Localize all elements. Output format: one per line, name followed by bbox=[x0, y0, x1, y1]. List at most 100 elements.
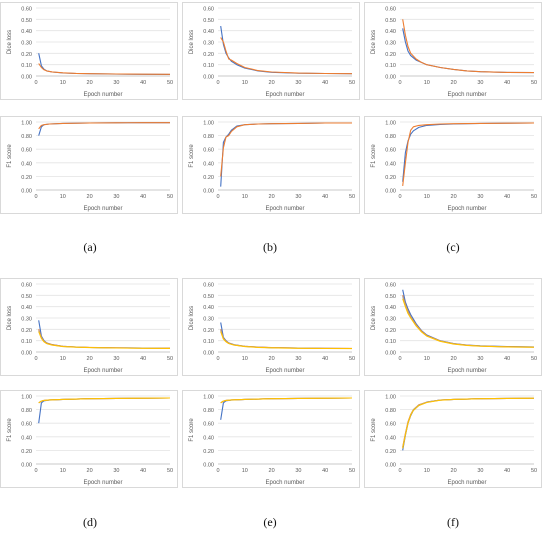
y-tick-label: 0.60 bbox=[21, 148, 32, 154]
y-tick-label: 0.20 bbox=[203, 52, 214, 58]
y-axis-label: F1 score bbox=[371, 418, 377, 442]
chart-e-dice-loss: 0.00 0.10 0.20 0.30 0.40 0.50 0.60 0 10 20 30 40 50 E… bbox=[182, 278, 360, 376]
x-axis-label: Epoch number bbox=[447, 92, 486, 98]
x-tick-label: 50 bbox=[349, 80, 355, 86]
x-tick-label: 20 bbox=[87, 356, 93, 362]
x-axis-label: Epoch number bbox=[83, 206, 122, 212]
y-tick-label: 0.60 bbox=[203, 422, 214, 428]
plot-svg: 0.00 0.20 0.40 0.60 0.80 1.00 0 10 20 30 40 50 Epoch… bbox=[0, 390, 178, 488]
y-tick-label: 0.60 bbox=[203, 283, 214, 289]
x-tick-label: 50 bbox=[531, 356, 537, 362]
x-axis-label: Epoch number bbox=[83, 368, 122, 374]
y-tick-label: 0.30 bbox=[385, 41, 396, 47]
x-tick-label: 0 bbox=[398, 468, 401, 474]
y-tick-label: 0.30 bbox=[21, 317, 32, 323]
x-tick-label: 30 bbox=[477, 468, 483, 474]
x-tick-label: 30 bbox=[477, 80, 483, 86]
series-line-2 bbox=[402, 122, 535, 186]
x-tick-label: 50 bbox=[167, 468, 173, 474]
x-tick-label: 30 bbox=[295, 80, 301, 86]
x-tick-label: 40 bbox=[504, 194, 510, 200]
x-tick-label: 20 bbox=[451, 468, 457, 474]
x-tick-label: 0 bbox=[34, 80, 37, 86]
y-tick-label: 0.20 bbox=[21, 328, 32, 334]
series-line-2 bbox=[220, 122, 352, 177]
y-tick-label: 0.20 bbox=[385, 328, 396, 334]
chart-frame bbox=[182, 2, 360, 100]
y-tick-label: 0.30 bbox=[21, 41, 32, 47]
y-tick-label: 0.60 bbox=[203, 7, 214, 13]
x-axis-label: Epoch number bbox=[265, 92, 304, 98]
chart-f-dice-loss: 0.00 0.10 0.20 0.30 0.40 0.50 0.60 0 10 20 30 40 50 E… bbox=[364, 278, 542, 376]
y-tick-label: 0.20 bbox=[21, 449, 32, 455]
x-axis-label: Epoch number bbox=[265, 206, 304, 212]
y-tick-label: 0.80 bbox=[385, 408, 396, 414]
plot-svg: 0.00 0.10 0.20 0.30 0.40 0.50 0.60 0 10 20 30 40 50 E… bbox=[182, 278, 360, 376]
x-tick-label: 40 bbox=[322, 468, 328, 474]
x-tick-label: 50 bbox=[167, 356, 173, 362]
x-tick-label: 20 bbox=[87, 468, 93, 474]
x-tick-label: 10 bbox=[60, 80, 66, 86]
y-tick-label: 0.00 bbox=[203, 75, 214, 81]
y-tick-label: 0.50 bbox=[21, 18, 32, 24]
y-tick-label: 0.00 bbox=[203, 463, 214, 469]
y-tick-label: 0.00 bbox=[385, 75, 396, 81]
y-axis-label: F1 score bbox=[7, 418, 13, 442]
x-tick-label: 10 bbox=[424, 356, 430, 362]
y-tick-label: 0.60 bbox=[203, 148, 214, 154]
chart-b-dice-loss: 0.00 0.10 0.20 0.30 0.40 0.50 0.60 0 10 20 30 40 50 E… bbox=[182, 2, 360, 100]
x-tick-label: 0 bbox=[216, 356, 219, 362]
y-tick-label: 0.00 bbox=[21, 463, 32, 469]
y-tick-label: 1.00 bbox=[21, 121, 32, 127]
y-tick-label: 0.80 bbox=[203, 408, 214, 414]
chart-frame bbox=[364, 278, 542, 376]
chart-frame bbox=[0, 390, 178, 488]
x-tick-label: 40 bbox=[140, 468, 146, 474]
x-tick-label: 10 bbox=[424, 80, 430, 86]
x-tick-label: 20 bbox=[451, 194, 457, 200]
y-tick-label: 1.00 bbox=[21, 395, 32, 401]
x-tick-label: 30 bbox=[113, 194, 119, 200]
x-tick-label: 10 bbox=[242, 356, 248, 362]
y-tick-label: 0.00 bbox=[385, 463, 396, 469]
y-axis-label: Dice loss bbox=[189, 306, 195, 330]
y-axis-label: Dice loss bbox=[7, 306, 13, 330]
x-tick-label: 30 bbox=[113, 356, 119, 362]
x-tick-label: 40 bbox=[504, 80, 510, 86]
chart-frame bbox=[0, 116, 178, 214]
x-tick-label: 10 bbox=[60, 468, 66, 474]
x-axis-label: Epoch number bbox=[265, 368, 304, 374]
chart-c-dice-loss: 0.00 0.10 0.20 0.30 0.40 0.50 0.60 0 10 20 30 40 50 E… bbox=[364, 2, 542, 100]
y-tick-label: 0.10 bbox=[203, 63, 214, 69]
y-tick-label: 0.00 bbox=[203, 351, 214, 357]
y-axis-label: Dice loss bbox=[371, 30, 377, 54]
chart-frame bbox=[364, 2, 542, 100]
x-tick-label: 40 bbox=[140, 194, 146, 200]
y-tick-label: 0.30 bbox=[203, 317, 214, 323]
panel-label-f: (f) bbox=[447, 515, 459, 529]
y-tick-label: 0.20 bbox=[203, 175, 214, 181]
x-tick-label: 20 bbox=[269, 468, 275, 474]
x-tick-label: 0 bbox=[398, 194, 401, 200]
chart-d-f1-score: 0.00 0.20 0.40 0.60 0.80 1.00 0 10 20 30 40 50 Epoch… bbox=[0, 390, 178, 488]
chart-frame bbox=[182, 278, 360, 376]
chart-d-dice-loss: 0.00 0.10 0.20 0.30 0.40 0.50 0.60 0 10 20 30 40 50 E… bbox=[0, 278, 178, 376]
y-tick-label: 0.80 bbox=[21, 408, 32, 414]
y-tick-label: 0.60 bbox=[385, 148, 396, 154]
x-tick-label: 40 bbox=[322, 194, 328, 200]
series-line-4 bbox=[220, 397, 353, 404]
panel-label-b: (b) bbox=[263, 240, 277, 254]
x-tick-label: 10 bbox=[60, 356, 66, 362]
y-tick-label: 0.20 bbox=[385, 175, 396, 181]
y-axis-label: F1 score bbox=[7, 144, 13, 168]
series-line-2 bbox=[402, 19, 535, 74]
series-line-4 bbox=[38, 331, 171, 349]
x-tick-label: 50 bbox=[167, 80, 173, 86]
y-tick-label: 0.60 bbox=[385, 7, 396, 13]
chart-frame bbox=[182, 390, 360, 488]
x-tick-label: 10 bbox=[242, 194, 248, 200]
plot-svg: 0.00 0.10 0.20 0.30 0.40 0.50 0.60 0 10 20 30 40 50 E… bbox=[364, 278, 542, 376]
x-tick-label: 0 bbox=[216, 80, 219, 86]
y-tick-label: 0.10 bbox=[21, 339, 32, 345]
x-tick-label: 40 bbox=[504, 468, 510, 474]
